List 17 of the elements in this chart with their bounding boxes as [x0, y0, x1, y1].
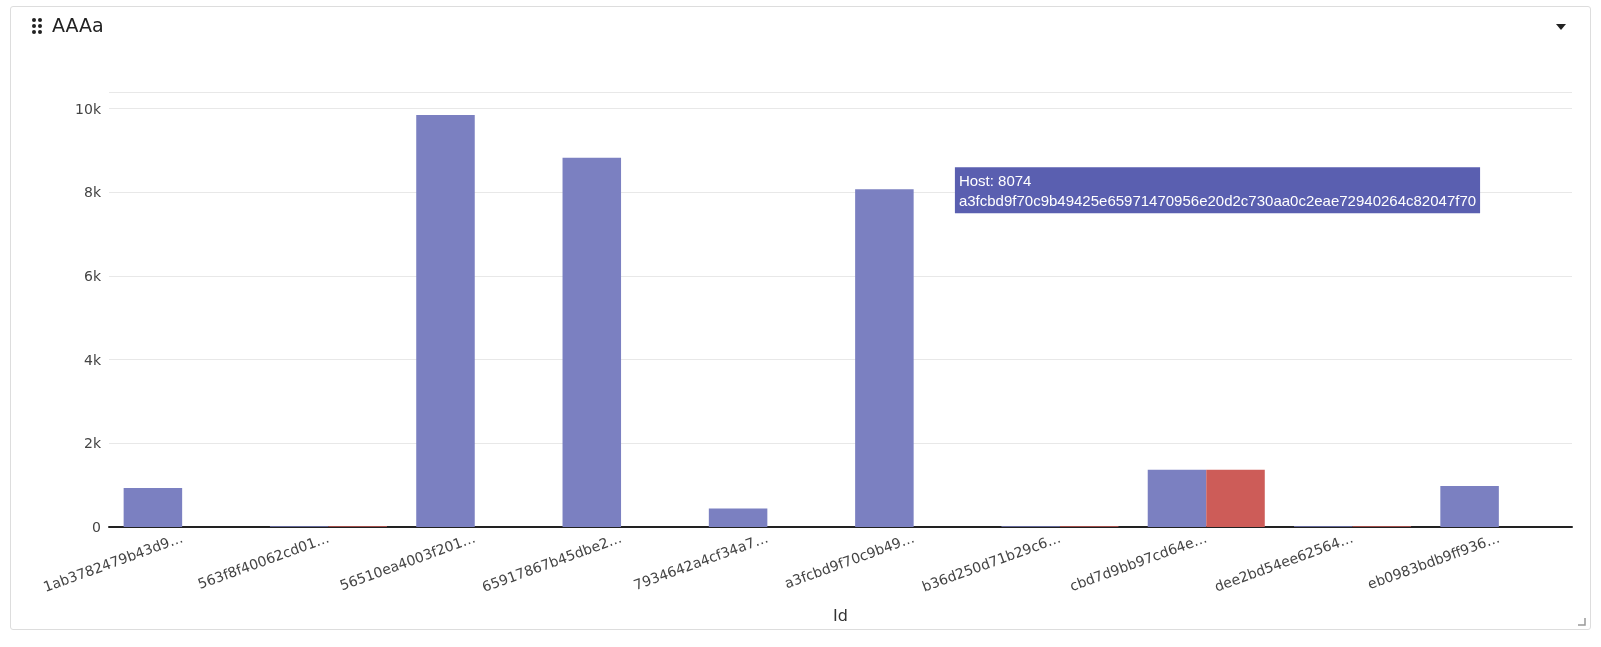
bar [123, 488, 183, 527]
y-tick-label: 6k [83, 268, 102, 285]
y-tick-label: 2k [83, 435, 102, 452]
bar [1147, 469, 1207, 527]
y-tick-label: 8k [83, 184, 102, 201]
chart-title: AAAa [52, 14, 104, 36]
y-tick-label: 10k [75, 100, 102, 117]
bar [416, 115, 475, 527]
x-axis-title: Id [833, 605, 848, 625]
annotation: Host: 8074 a3fcbd9f70c9b49425e65971470956e20d2c730aa0c2eae72940264c82047f70 [958, 171, 1477, 209]
bar [562, 157, 622, 527]
bar [1440, 486, 1499, 527]
bar [1206, 469, 1265, 527]
bar [708, 508, 768, 527]
y-tick-label: 4k [83, 351, 102, 368]
bar [855, 189, 914, 527]
y-tick-label: 0 [92, 519, 101, 535]
